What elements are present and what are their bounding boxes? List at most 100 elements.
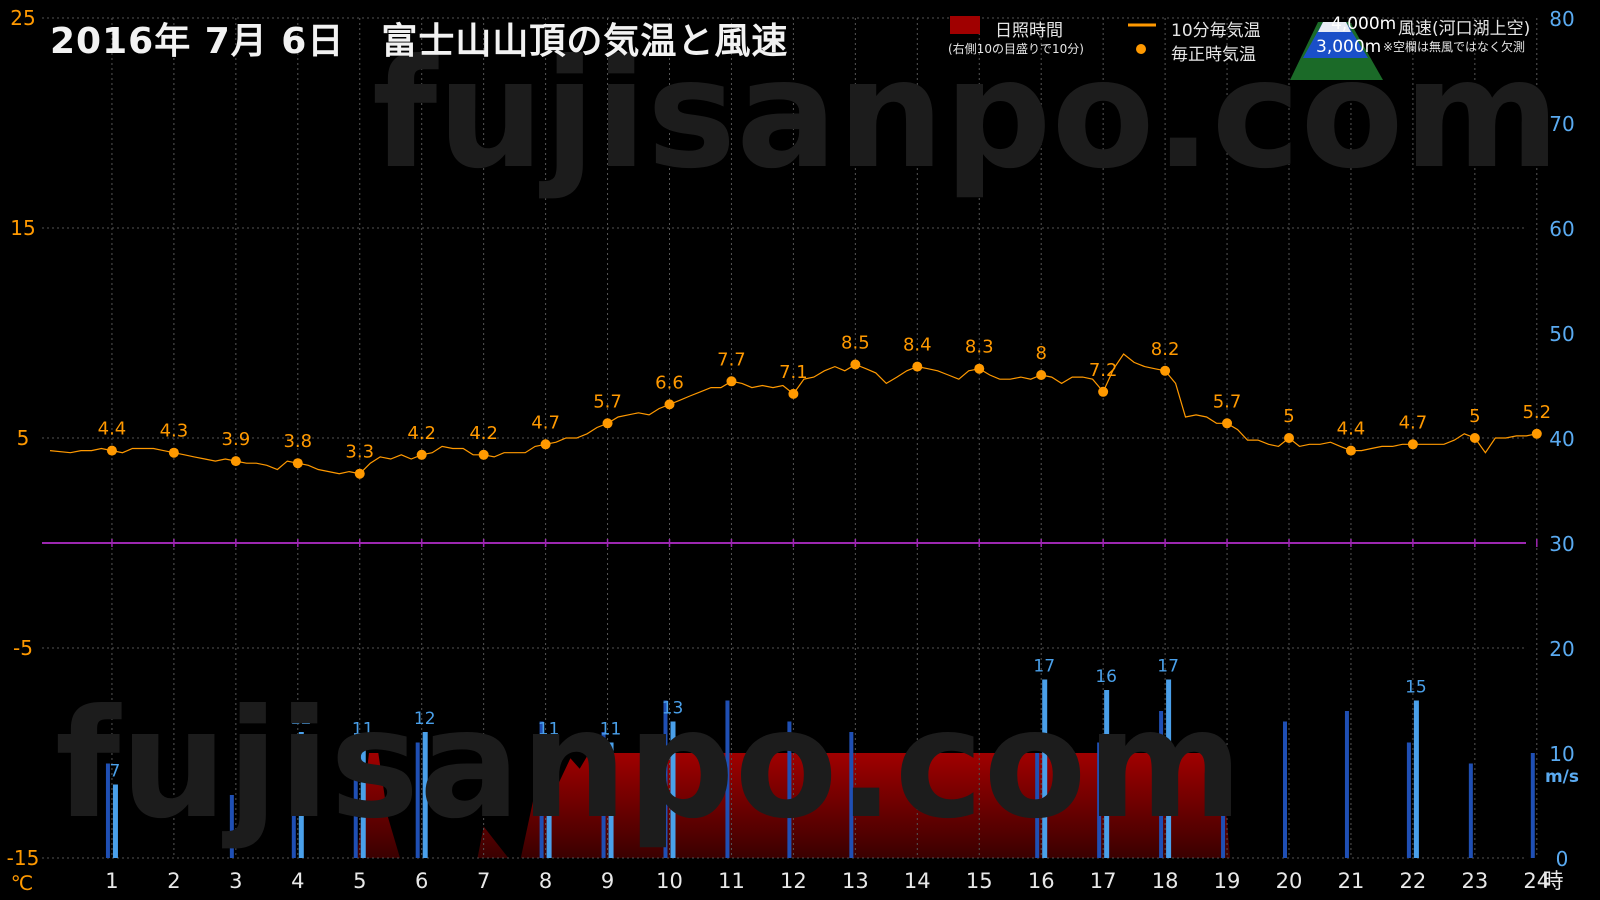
hourly-temp-label: 4.2 (469, 423, 498, 444)
wind-value-label: 15 (1405, 678, 1427, 698)
y-right-tick-label: 40 (1549, 427, 1574, 451)
x-tick-label: 24 (1523, 869, 1550, 893)
wind-value-label: 11 (600, 720, 622, 740)
hourly-temp-label: 5.7 (1213, 391, 1242, 412)
legend-sunshine-note: (右側10の目盛りで10分) (948, 42, 1084, 56)
legend-wind-note: ※空欄は無風ではなく欠測 (1383, 40, 1526, 54)
hourly-temp-point (1407, 439, 1418, 450)
hourly-temp-label: 3.3 (345, 442, 374, 463)
x-tick-label: 23 (1461, 869, 1488, 893)
hourly-temp-label: 8.3 (965, 337, 994, 358)
wind-bar-4000m (1035, 753, 1040, 858)
wind-bar-4000m (1097, 742, 1102, 858)
wind-bar-3000m (360, 742, 366, 858)
hourly-temp-label: 8.2 (1151, 339, 1180, 360)
x-tick-label: 5 (353, 869, 366, 893)
wind-bar-4000m (1221, 742, 1226, 858)
hourly-temp-point (1531, 428, 1542, 439)
wind-bar-4000m (601, 732, 606, 858)
hourly-temp-point (850, 359, 861, 370)
y-right-unit: m/s (1545, 767, 1579, 787)
hourly-temp-label: 5 (1283, 406, 1294, 427)
hourly-temp-label: 8.5 (841, 333, 870, 354)
wind-bar-4000m (353, 742, 358, 858)
legend-hourly-swatch (1136, 44, 1146, 54)
hourly-temp-label: 4.7 (531, 412, 560, 433)
hourly-temp-point (106, 445, 117, 456)
wind-bars-layer: 7 12 11 12 11 11 13 17 16 17 15 (105, 657, 1535, 858)
x-tick-label: 20 (1276, 869, 1303, 893)
wind-bar-4000m (1283, 721, 1287, 858)
wind-bar-4000m (787, 721, 792, 858)
hourly-temp-point (478, 449, 489, 460)
sunshine-area-layer (356, 753, 1231, 858)
wind-value-label: 11 (538, 720, 560, 740)
hourly-temp-label: 8 (1035, 343, 1046, 364)
x-tick-label: 2 (167, 869, 180, 893)
hourly-temp-label: 5.2 (1522, 402, 1551, 423)
legend-shapes (950, 16, 1383, 80)
hourly-temp-label: 5.7 (593, 391, 622, 412)
hourly-temp-label: 3.8 (283, 431, 312, 452)
wind-bar-4000m (663, 700, 668, 858)
x-tick-label: 7 (477, 869, 490, 893)
wind-bar-3000m (1104, 690, 1110, 858)
hourly-temp-label: 7.7 (717, 349, 746, 370)
hourly-temp-label: 7.2 (1089, 360, 1118, 381)
x-tick-label: 18 (1152, 869, 1179, 893)
hourly-temp-point (726, 376, 737, 387)
hourly-temp-label: 7.1 (779, 362, 808, 383)
hourly-temp-label: 5 (1469, 406, 1480, 427)
y-left-unit: ℃ (11, 871, 33, 895)
temperature-layer: 4.4 4.3 3.9 3.8 3.3 4.2 4.2 4.7 5.7 6.6 7.7 7.1 8.5 8… (49, 333, 1551, 479)
y-right-tick-label: 80 (1549, 7, 1574, 31)
wind-value-label: 17 (1157, 657, 1179, 677)
legend-hourly-label: 毎正時気温 (1171, 45, 1256, 65)
hourly-temp-point (292, 458, 303, 469)
x-tick-label: 21 (1338, 869, 1365, 893)
legend-sunshine-label: 日照時間 (995, 21, 1063, 41)
hourly-temp-point (602, 418, 613, 429)
x-tick-label: 22 (1400, 869, 1427, 893)
hourly-temp-point (168, 447, 179, 458)
x-tick-label: 14 (904, 869, 931, 893)
wind-value-label: 11 (352, 720, 374, 740)
x-tick-label: 11 (718, 869, 745, 893)
x-tick-label: 10 (656, 869, 683, 893)
wind-bar-4000m (415, 742, 420, 858)
watermark-top: fujisanpo.com (372, 28, 1560, 202)
hourly-temp-point (1098, 386, 1109, 397)
wind-bar-3000m (670, 721, 676, 858)
legend-wind-label: 風速(河口湖上空) (1398, 19, 1531, 39)
x-tick-label: 16 (1028, 869, 1055, 893)
hourly-temp-point (230, 456, 241, 467)
hourly-temp-point (416, 449, 427, 460)
wind-bar-3000m (298, 732, 304, 858)
wind-bar-3000m (608, 742, 614, 858)
hourly-temp-point (1284, 433, 1294, 443)
wind-bar-4000m (1530, 753, 1535, 858)
wind-value-label: 17 (1033, 657, 1055, 677)
watermark-bottom: fujisanpo.com (55, 678, 1243, 852)
hourly-temp-label: 4.2 (407, 423, 436, 444)
hourly-temp-point (540, 439, 551, 450)
y-right-tick-label: 20 (1549, 637, 1574, 661)
x-tick-label: 3 (229, 869, 242, 893)
hourly-temp-point (354, 468, 365, 479)
wind-bar-3000m (422, 732, 428, 858)
wind-bar-4000m (291, 742, 296, 858)
sunshine-area (356, 753, 1231, 858)
y-left-tick-label: -15 (7, 846, 40, 870)
hourly-temp-label: 8.4 (903, 335, 932, 356)
page-title: 2016年 7月 6日 富士山山頂の気温と風速 (50, 21, 789, 62)
wind-bar-4000m (105, 763, 110, 858)
wind-bar-4000m (539, 721, 544, 858)
hourly-temp-point (1036, 370, 1047, 380)
wind-bar-4000m (1159, 711, 1164, 858)
hourly-temp-point (974, 363, 985, 374)
x-tick-label: 17 (1090, 869, 1117, 893)
wind-bar-4000m (725, 700, 730, 858)
y-right-tick-label: 70 (1549, 112, 1574, 136)
y-right-tick-label: 60 (1549, 217, 1574, 241)
